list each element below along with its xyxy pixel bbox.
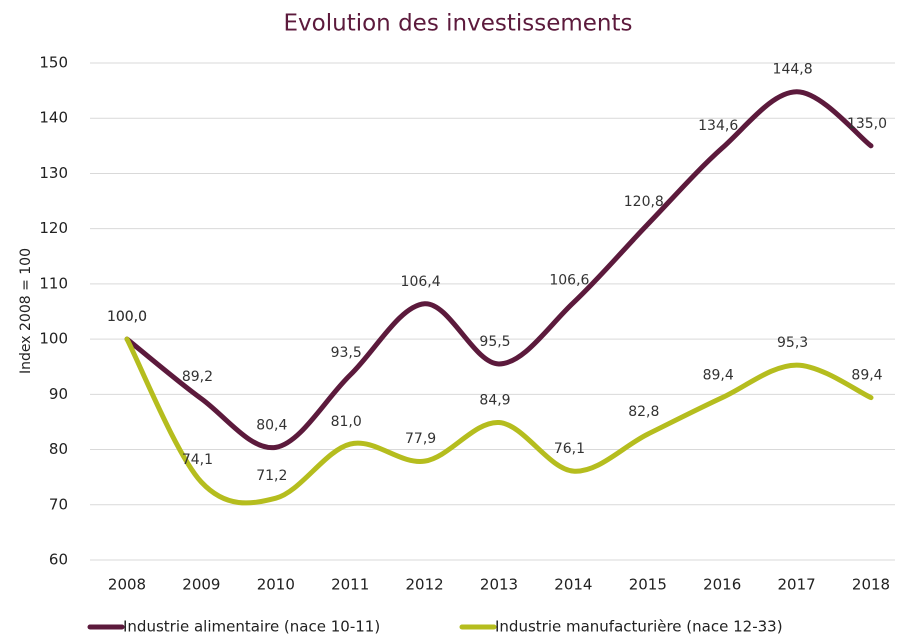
data-label: 135,0 [847, 116, 887, 132]
data-label: 144,8 [773, 62, 813, 78]
y-tick-label: 120 [39, 219, 68, 237]
x-tick-label: 2017 [778, 576, 816, 594]
y-tick-label: 100 [39, 330, 68, 348]
data-label: 89,2 [182, 369, 213, 385]
data-label: 95,3 [777, 335, 808, 351]
x-tick-label: 2010 [257, 576, 295, 594]
y-tick-label: 110 [39, 274, 68, 292]
data-label: 82,8 [628, 404, 659, 420]
y-tick-label: 90 [49, 385, 68, 403]
y-tick-label: 130 [39, 164, 68, 182]
x-tick-label: 2008 [108, 576, 146, 594]
data-label: 84,9 [479, 392, 510, 408]
chart-title: Evolution des investissements [284, 11, 633, 37]
data-label: 134,6 [698, 118, 738, 134]
data-label: 106,6 [549, 273, 589, 289]
data-label: 93,5 [331, 345, 362, 361]
data-label: 81,0 [331, 414, 362, 430]
line [124, 336, 874, 506]
data-label: 80,4 [256, 417, 287, 433]
y-tick-label: 150 [39, 54, 68, 72]
data-label: 106,4 [401, 274, 441, 290]
data-label: 120,8 [624, 194, 664, 210]
data-label: 89,4 [851, 368, 882, 384]
x-tick-label: 2016 [703, 576, 741, 594]
x-tick-label: 2018 [852, 576, 890, 594]
data-label: 95,5 [479, 334, 510, 350]
data-label: 76,1 [554, 441, 585, 457]
y-tick-label: 60 [49, 551, 68, 569]
data-label: 89,4 [703, 368, 734, 384]
y-tick-label: 70 [49, 495, 68, 513]
x-tick-label: 2013 [480, 576, 518, 594]
x-tick-label: 2011 [331, 576, 369, 594]
data-label: 100,0 [107, 309, 147, 325]
y-axis-label: Index 2008 = 100 [18, 248, 34, 374]
legend-label: Industrie manufacturière (nace 12-33) [495, 618, 783, 636]
data-label: 74,1 [182, 452, 213, 468]
x-tick-label: 2009 [182, 576, 220, 594]
x-tick-label: 2015 [629, 576, 667, 594]
line [124, 89, 874, 450]
data-label: 100,0 [107, 309, 147, 325]
x-tick-label: 2014 [554, 576, 592, 594]
y-tick-label: 80 [49, 440, 68, 458]
legend-label: Industrie alimentaire (nace 10-11) [123, 618, 380, 636]
data-label: 77,9 [405, 431, 436, 447]
y-tick-label: 140 [39, 109, 68, 127]
x-tick-label: 2012 [406, 576, 444, 594]
data-label: 71,2 [256, 468, 287, 484]
